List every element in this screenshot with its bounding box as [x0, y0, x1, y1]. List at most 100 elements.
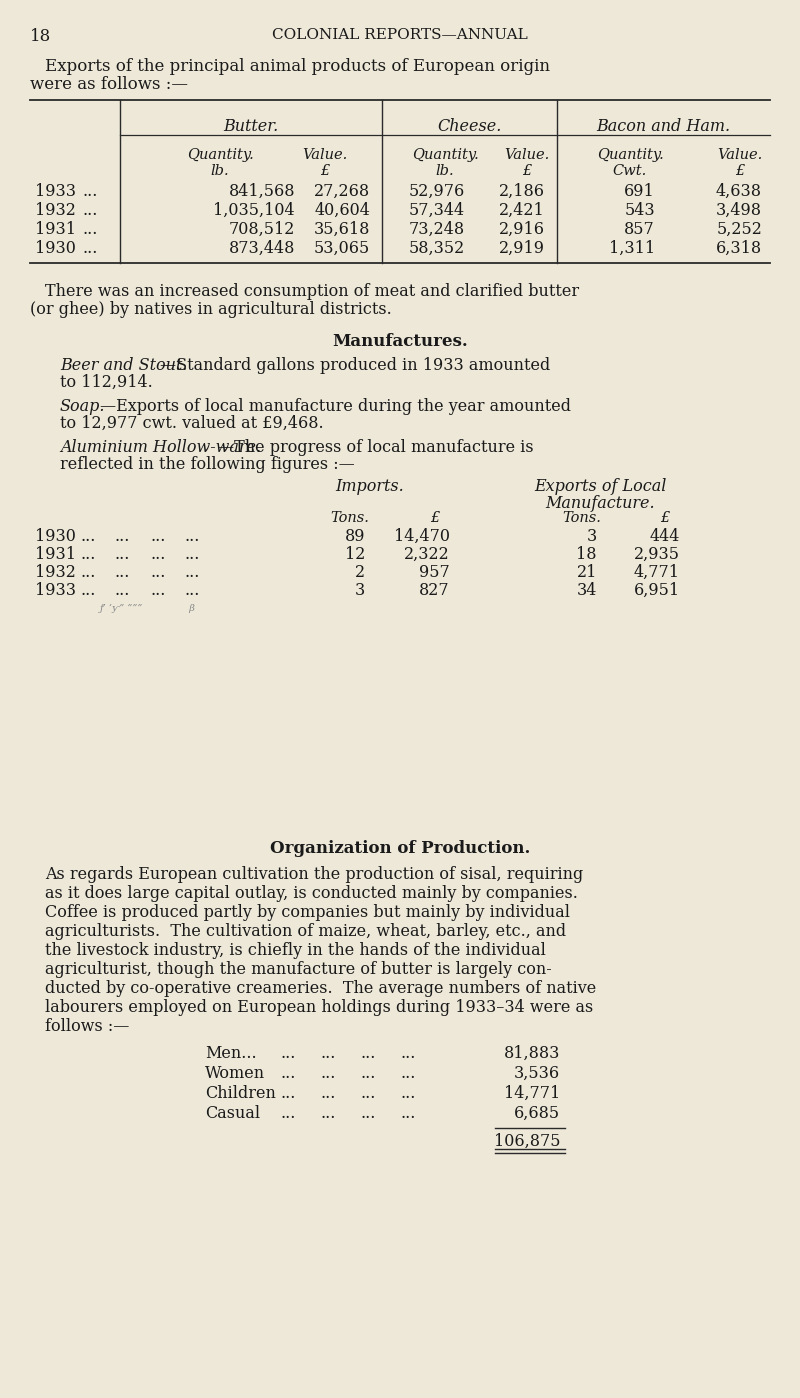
Text: 57,344: 57,344: [409, 201, 465, 219]
Text: Organization of Production.: Organization of Production.: [270, 840, 530, 857]
Text: reflected in the following figures :—: reflected in the following figures :—: [60, 456, 354, 473]
Text: 2,935: 2,935: [634, 547, 680, 563]
Text: 35,618: 35,618: [314, 221, 370, 238]
Text: —Exports of local manufacture during the year amounted: —Exports of local manufacture during the…: [100, 398, 571, 415]
Text: Cheese.: Cheese.: [438, 117, 502, 136]
Text: ...: ...: [280, 1044, 295, 1062]
Text: Imports.: Imports.: [336, 478, 404, 495]
Text: £: £: [522, 164, 532, 178]
Text: as it does large capital outlay, is conducted mainly by companies.: as it does large capital outlay, is cond…: [45, 885, 578, 902]
Text: Beer and Stout.: Beer and Stout.: [60, 356, 187, 375]
Text: Value.: Value.: [504, 148, 550, 162]
Text: 6,685: 6,685: [514, 1104, 560, 1123]
Text: ...: ...: [320, 1085, 335, 1102]
Text: —The progress of local manufacture is: —The progress of local manufacture is: [218, 439, 534, 456]
Text: 3: 3: [354, 582, 365, 598]
Text: 2: 2: [355, 563, 365, 582]
Text: ...: ...: [115, 582, 130, 598]
Text: ...: ...: [185, 528, 200, 545]
Text: to 12,977 cwt. valued at £9,468.: to 12,977 cwt. valued at £9,468.: [60, 415, 324, 432]
Text: Manufactures.: Manufactures.: [332, 333, 468, 350]
Text: 6,318: 6,318: [716, 240, 762, 257]
Text: 27,268: 27,268: [314, 183, 370, 200]
Text: £: £: [660, 512, 670, 526]
Text: Exports of the principal animal products of European origin: Exports of the principal animal products…: [45, 57, 550, 75]
Text: 18: 18: [577, 547, 597, 563]
Text: Quantity.: Quantity.: [186, 148, 254, 162]
Text: ...: ...: [82, 221, 98, 238]
Text: 4,638: 4,638: [716, 183, 762, 200]
Text: 3,498: 3,498: [716, 201, 762, 219]
Text: ...: ...: [80, 528, 95, 545]
Text: 708,512: 708,512: [229, 221, 295, 238]
Text: ...: ...: [280, 1085, 295, 1102]
Text: ...: ...: [360, 1044, 375, 1062]
Text: Women: Women: [205, 1065, 265, 1082]
Text: were as follows :—: were as follows :—: [30, 75, 188, 94]
Text: ...: ...: [185, 582, 200, 598]
Text: As regards European cultivation the production of sisal, requiring: As regards European cultivation the prod…: [45, 865, 583, 884]
Text: ...: ...: [360, 1104, 375, 1123]
Text: 1933: 1933: [35, 582, 76, 598]
Text: ...: ...: [150, 547, 166, 563]
Text: to 112,914.: to 112,914.: [60, 375, 153, 391]
Text: 957: 957: [419, 563, 450, 582]
Text: Coffee is produced partly by companies but mainly by individual: Coffee is produced partly by companies b…: [45, 905, 570, 921]
Text: 21: 21: [577, 563, 597, 582]
Text: 1,035,104: 1,035,104: [214, 201, 295, 219]
Text: ...: ...: [150, 563, 166, 582]
Text: 6,951: 6,951: [634, 582, 680, 598]
Text: ...: ...: [80, 563, 95, 582]
Text: £: £: [430, 512, 440, 526]
Text: Soap.: Soap.: [60, 398, 106, 415]
Text: 40,604: 40,604: [314, 201, 370, 219]
Text: ƒ’ ’ƴ” ”””               β: ƒ’ ’ƴ” ””” β: [100, 604, 196, 612]
Text: ...: ...: [400, 1065, 415, 1082]
Text: ...: ...: [320, 1044, 335, 1062]
Text: ...: ...: [320, 1065, 335, 1082]
Text: 857: 857: [624, 221, 655, 238]
Text: ...: ...: [185, 563, 200, 582]
Text: 873,448: 873,448: [229, 240, 295, 257]
Text: 58,352: 58,352: [409, 240, 465, 257]
Text: 1,311: 1,311: [609, 240, 655, 257]
Text: 1931: 1931: [35, 547, 76, 563]
Text: 14,470: 14,470: [394, 528, 450, 545]
Text: 81,883: 81,883: [504, 1044, 560, 1062]
Text: 73,248: 73,248: [409, 221, 465, 238]
Text: 5,252: 5,252: [716, 221, 762, 238]
Text: 3,536: 3,536: [514, 1065, 560, 1082]
Text: ...: ...: [82, 240, 98, 257]
Text: ...: ...: [360, 1085, 375, 1102]
Text: Aluminium Hollow-ware.: Aluminium Hollow-ware.: [60, 439, 261, 456]
Text: ...: ...: [400, 1044, 415, 1062]
Text: There was an increased consumption of meat and clarified butter: There was an increased consumption of me…: [45, 282, 579, 301]
Text: 444: 444: [650, 528, 680, 545]
Text: agriculturist, though the manufacture of butter is largely con-: agriculturist, though the manufacture of…: [45, 960, 552, 979]
Text: 2,186: 2,186: [499, 183, 545, 200]
Text: ...: ...: [115, 528, 130, 545]
Text: Tons.: Tons.: [330, 512, 370, 526]
Text: ...: ...: [280, 1104, 295, 1123]
Text: (or ghee) by natives in agricultural districts.: (or ghee) by natives in agricultural dis…: [30, 301, 392, 317]
Text: labourers employed on European holdings during 1933–34 were as: labourers employed on European holdings …: [45, 1000, 594, 1016]
Text: 2,322: 2,322: [404, 547, 450, 563]
Text: £: £: [320, 164, 330, 178]
Text: 1930: 1930: [35, 528, 76, 545]
Text: 14,771: 14,771: [504, 1085, 560, 1102]
Text: Casual: Casual: [205, 1104, 260, 1123]
Text: ...: ...: [150, 528, 166, 545]
Text: ...: ...: [115, 563, 130, 582]
Text: 53,065: 53,065: [314, 240, 370, 257]
Text: Cwt.: Cwt.: [613, 164, 647, 178]
Text: COLONIAL REPORTS—ANNUAL: COLONIAL REPORTS—ANNUAL: [272, 28, 528, 42]
Text: ducted by co-operative creameries.  The average numbers of native: ducted by co-operative creameries. The a…: [45, 980, 596, 997]
Text: 1931: 1931: [35, 221, 76, 238]
Text: ...: ...: [400, 1085, 415, 1102]
Text: Men...: Men...: [205, 1044, 257, 1062]
Text: agriculturists.  The cultivation of maize, wheat, barley, etc., and: agriculturists. The cultivation of maize…: [45, 923, 566, 939]
Text: 34: 34: [577, 582, 597, 598]
Text: lb.: lb.: [436, 164, 454, 178]
Text: lb.: lb.: [210, 164, 230, 178]
Text: 2,421: 2,421: [499, 201, 545, 219]
